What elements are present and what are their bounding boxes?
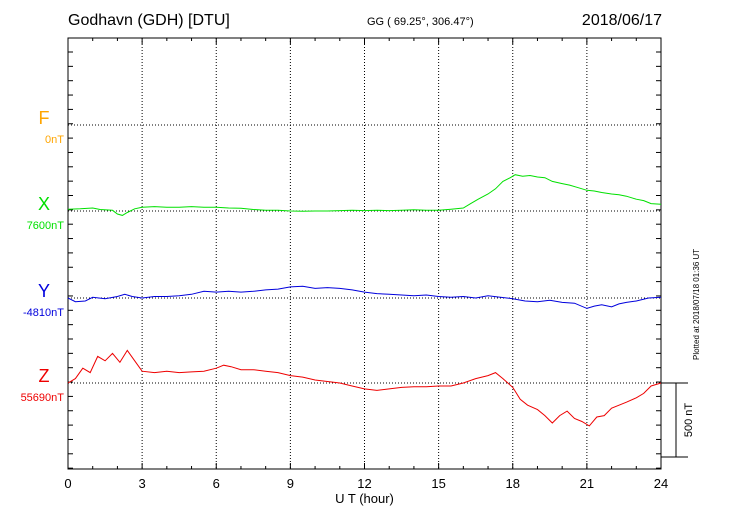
series-baseline-f: 0nT (45, 134, 64, 146)
x-tick-label: 15 (431, 476, 445, 491)
chart-axis: 0 3 6 9 12 15 18 21 24 U T (hour) 500 nT (64, 38, 695, 506)
series-line-x (67, 174, 662, 216)
series-baseline-x: 7600nT (27, 220, 65, 232)
chart-series (67, 174, 662, 427)
x-tick-label: 3 (139, 476, 146, 491)
scale-bar-label: 500 nT (683, 403, 695, 438)
series-baseline-y: -4810nT (23, 307, 64, 319)
x-axis-label: U T (hour) (335, 491, 394, 506)
series-name-z: Z (39, 366, 50, 386)
x-tick-label: 12 (357, 476, 371, 491)
x-tick-label: 24 (654, 476, 668, 491)
chart-labels: F 0nT X 7600nT Y -4810nT Z 55690nT (21, 108, 65, 404)
series-baseline-z: 55690nT (21, 392, 65, 404)
station-coordinates: GG ( 69.25°, 306.47°) (367, 16, 474, 28)
plot-date: 2018/06/17 (581, 12, 662, 29)
series-name-y: Y (38, 281, 50, 301)
series-line-y (67, 285, 662, 309)
series-line-z (67, 349, 662, 427)
x-tick-label: 9 (287, 476, 294, 491)
series-name-x: X (38, 194, 50, 214)
x-tick-label: 6 (213, 476, 220, 491)
x-tick-label: 0 (64, 476, 71, 491)
x-tick-label: 18 (506, 476, 520, 491)
x-tick-label: 21 (580, 476, 594, 491)
station-title: Godhavn (GDH) [DTU] (68, 12, 230, 29)
chart-grid (67, 37, 662, 470)
series-name-f: F (39, 108, 50, 128)
